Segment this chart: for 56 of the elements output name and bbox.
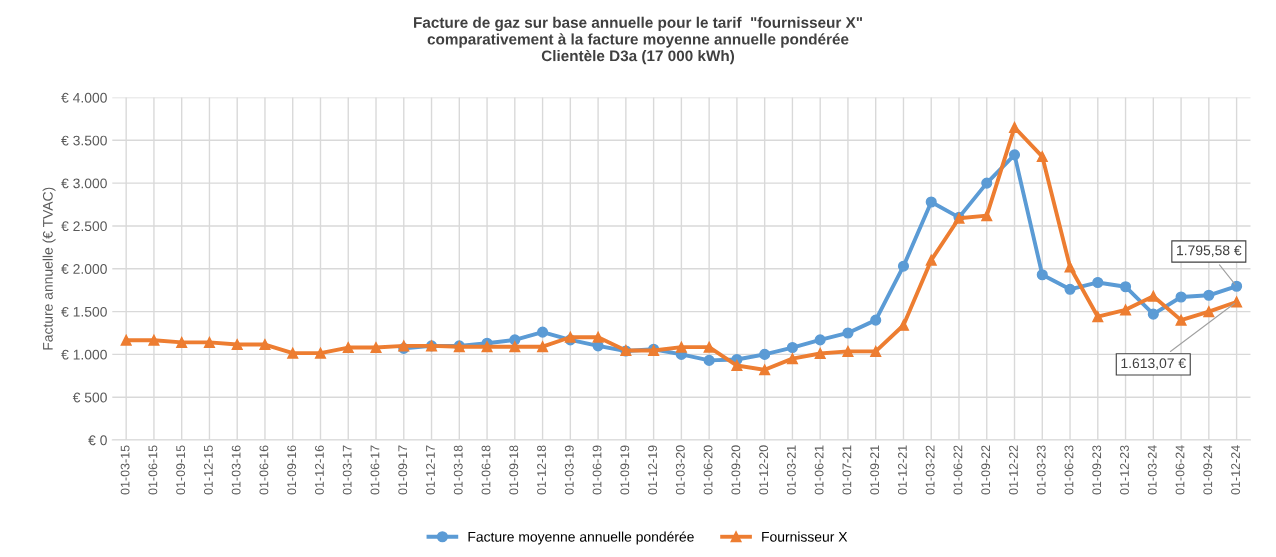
y-tick-label: € 3.500 <box>61 135 107 146</box>
chart-title: Facture de gaz sur base annuelle pour le tarif "fournisseur X" comparativement à la facture moyenne annuelle pondérée Clientèle D3a (17 000 kWh) <box>414 16 863 65</box>
x-tick-label: 01-03-17 <box>342 445 352 495</box>
x-tick-label: 01-09-22 <box>981 445 991 495</box>
x-tick-label: 01-06-15 <box>148 445 158 495</box>
x-tick-label: 01-06-17 <box>370 445 380 495</box>
y-tick-label: € 2.500 <box>61 221 107 232</box>
annotation: 1.795,58 € <box>1177 245 1242 257</box>
x-tick-label: 01-06-22 <box>953 445 963 495</box>
y-tick-label: € 2.000 <box>61 264 107 274</box>
x-tick-label: 01-09-17 <box>398 445 408 495</box>
x-tick-label: 01-06-23 <box>1064 445 1074 495</box>
x-tick-label: 01-03-16 <box>231 445 241 495</box>
x-tick-label: 01-09-21 <box>870 445 880 495</box>
y-axis-title: Facture annuelle (€ TVAC) <box>42 187 56 350</box>
x-tick-label: 01-03-18 <box>453 445 463 495</box>
legend-label: Fournisseur X <box>762 531 848 542</box>
x-tick-label: 01-09-15 <box>176 445 186 495</box>
x-tick-label: 01-03-23 <box>1036 445 1046 495</box>
annotation: 1.613,07 € <box>1121 358 1186 370</box>
x-tick-label: 01-09-23 <box>1092 445 1102 495</box>
x-tick-label: 01-06-16 <box>259 445 269 495</box>
x-tick-label: 01-07-21 <box>842 445 852 495</box>
y-tick-label: € 1.000 <box>61 349 107 360</box>
x-tick-label: 01-06-18 <box>481 445 491 495</box>
x-tick-label: 01-03-15 <box>120 445 130 495</box>
x-tick-label: 01-12-24 <box>1231 445 1240 495</box>
y-tick-label: € 3.000 <box>61 178 107 189</box>
x-tick-label: 01-12-20 <box>759 445 769 495</box>
x-tick-label: 01-12-18 <box>537 445 546 495</box>
x-tick-label: 01-12-21 <box>897 445 907 495</box>
x-tick-label: 01-09-19 <box>620 445 630 495</box>
x-tick-label: 01-09-16 <box>287 445 297 495</box>
x-tick-label: 01-03-19 <box>564 445 574 495</box>
x-tick-label: 01-09-20 <box>731 445 741 495</box>
x-tick-label: 01-12-22 <box>1009 445 1018 495</box>
y-tick-label: € 1.500 <box>61 306 107 317</box>
y-tick-label: € 0 <box>88 435 107 446</box>
x-tick-label: 01-03-24 <box>1147 445 1157 495</box>
x-tick-label: 01-06-24 <box>1175 445 1185 495</box>
legend-label: Facture moyenne annuelle pondérée <box>468 531 694 545</box>
y-tick-label: € 500 <box>72 392 107 403</box>
x-tick-label: 01-09-18 <box>509 445 519 495</box>
x-tick-label: 01-12-15 <box>203 445 213 495</box>
x-tick-label: 01-03-20 <box>675 445 685 495</box>
x-tick-label: 01-09-24 <box>1203 445 1213 495</box>
x-tick-label: 01-12-16 <box>315 445 324 495</box>
x-tick-label: 01-06-20 <box>703 445 713 495</box>
x-tick-label: 01-12-17 <box>426 445 435 495</box>
x-tick-label: 01-06-21 <box>814 445 824 495</box>
x-tick-label: 01-12-19 <box>648 445 657 495</box>
x-tick-label: 01-12-23 <box>1120 445 1129 495</box>
x-tick-label: 01-03-22 <box>925 445 935 495</box>
x-tick-label: 01-03-21 <box>786 445 796 495</box>
y-tick-label: € 4.000 <box>61 92 107 103</box>
x-tick-label: 01-06-19 <box>592 445 602 495</box>
